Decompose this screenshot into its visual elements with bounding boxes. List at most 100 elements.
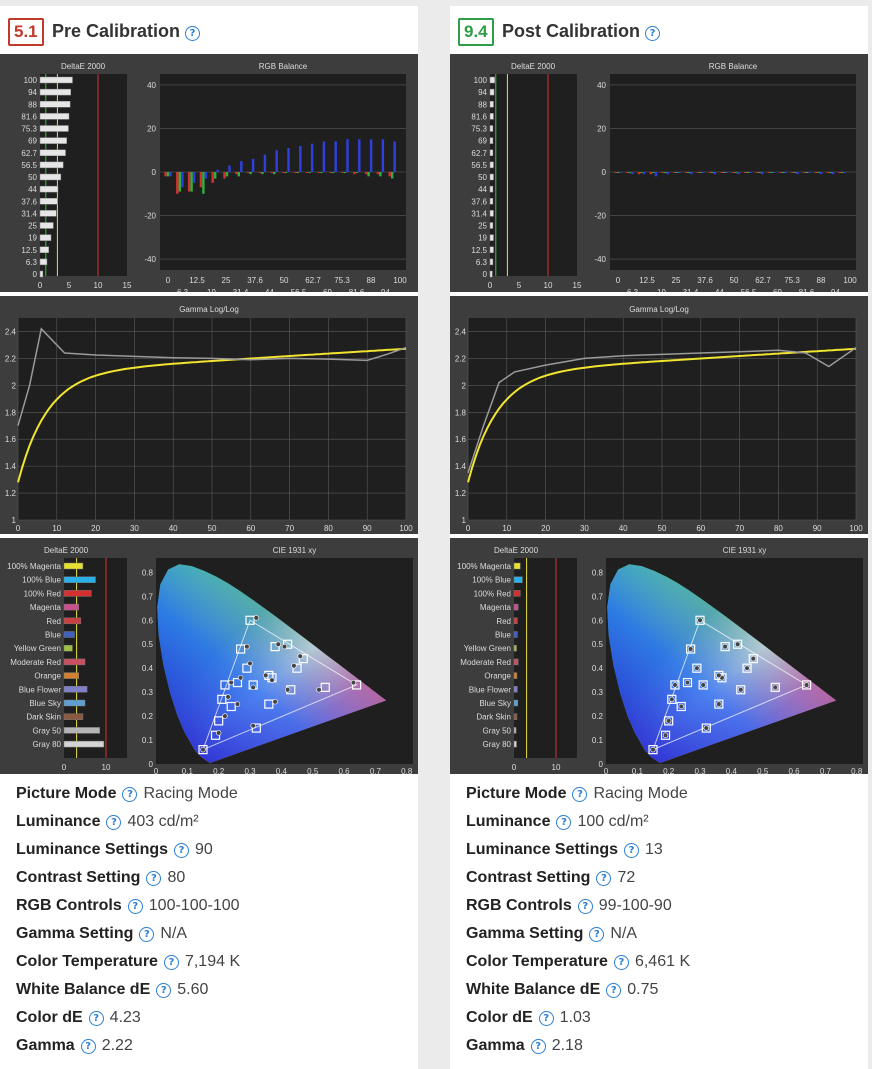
rgb-bar-blue: [192, 172, 196, 183]
help-icon[interactable]: ?: [88, 1011, 104, 1026]
help-icon[interactable]: ?: [127, 899, 143, 914]
help-icon[interactable]: ?: [556, 815, 572, 830]
cie-target-square: [320, 682, 330, 692]
cie-x-tick: 0.6: [788, 767, 800, 774]
help-icon[interactable]: ?: [572, 787, 588, 802]
spec-label: Gamma Setting: [16, 925, 134, 942]
deltae-rgb-panel: DeltaE 2000 100 94 88 81.6 75.3 69 62.7 56.5 50 44…: [450, 54, 868, 292]
deltae-bar: [489, 185, 494, 193]
help-icon[interactable]: ?: [624, 843, 640, 858]
rgb-bar-red: [685, 172, 688, 173]
spec-value: 4.23: [109, 1009, 141, 1026]
rgb-bar-blue: [181, 172, 184, 188]
gamma-x-tick: 70: [735, 524, 744, 533]
column-title: Post Calibration ?: [502, 18, 661, 42]
color-deltae-bar: [513, 686, 518, 693]
color-patch-label: 100% Red: [24, 589, 61, 598]
rgb-bar-red: [779, 172, 782, 173]
help-icon[interactable]: ?: [185, 26, 201, 41]
rgb-bar-green: [249, 172, 252, 175]
cie-measured-point: [250, 722, 256, 729]
help-icon[interactable]: ?: [106, 815, 122, 830]
color-patch-label: Blue Flower: [469, 685, 512, 694]
help-icon[interactable]: ?: [174, 843, 190, 858]
rgb-bar-red: [626, 172, 629, 173]
rgb-y-tick: 20: [147, 124, 156, 133]
rgb-bar-red: [282, 172, 285, 173]
help-icon[interactable]: ?: [156, 983, 172, 998]
deltae-tick-label: 94: [478, 88, 487, 97]
spec-value: 13: [645, 841, 663, 858]
color-deltae-bar: [63, 644, 73, 652]
cie-x-tick: 0.5: [757, 767, 769, 774]
gamma-x-tick: 50: [658, 524, 667, 533]
cie-measured-point: [291, 663, 297, 669]
rgb-x-tick: 75.3: [334, 276, 350, 285]
help-icon[interactable]: ?: [645, 26, 661, 41]
rgb-y-tick: -40: [594, 255, 606, 264]
cie-measured-point: [200, 746, 206, 753]
help-icon[interactable]: ?: [163, 955, 179, 970]
rgb-bar-blue: [287, 148, 290, 172]
color-patch-label: Moderate Red: [460, 658, 511, 667]
cie-measured-point: [803, 682, 810, 688]
rgb-bar-green: [166, 172, 170, 177]
gamma-panel: Gamma Log/Log 2.4 2.2 2 1.8 1.6 1.4 1.2 1 0 10 20 30…: [0, 296, 418, 534]
deltae-x-tick: 15: [123, 281, 132, 290]
cie-measured-point: [275, 641, 281, 647]
help-icon[interactable]: ?: [606, 983, 622, 998]
color-deltae-bar: [63, 713, 84, 720]
rgb-x-tick-lower: 69: [773, 288, 782, 292]
spec-row: RGB Controls? 100-100-100: [16, 892, 240, 920]
deltae-bar: [39, 185, 59, 193]
rgb-x-tick: 100: [393, 276, 407, 285]
help-icon[interactable]: ?: [122, 787, 138, 802]
deltae-bar: [39, 222, 54, 229]
help-icon[interactable]: ?: [589, 927, 605, 942]
help-icon[interactable]: ?: [80, 1039, 96, 1054]
cie-measured-point: [234, 701, 241, 707]
cie-y-tick: 0.3: [142, 688, 154, 697]
cie-measured-point: [703, 725, 709, 731]
spec-label: Picture Mode: [466, 785, 567, 802]
deltae-chart-title: DeltaE 2000: [61, 62, 106, 71]
cie-measured-point: [772, 684, 778, 691]
rgb-bar-red: [176, 172, 179, 194]
help-icon[interactable]: ?: [596, 871, 612, 886]
help-icon[interactable]: ?: [577, 899, 593, 914]
cie-measured-point: [716, 672, 722, 679]
cie-target-square: [714, 699, 724, 709]
color-patch-label: Red: [46, 617, 61, 626]
help-icon[interactable]: ?: [538, 1011, 554, 1026]
cie-x-tick: 0.5: [307, 767, 319, 774]
help-icon[interactable]: ?: [146, 871, 162, 886]
rgb-bar-green: [770, 172, 773, 173]
spec-value: 2.18: [551, 1037, 583, 1054]
help-icon[interactable]: ?: [139, 927, 155, 942]
spec-label: Color dE: [466, 1009, 533, 1026]
cie-measured-point: [697, 617, 703, 623]
spec-label: Color dE: [16, 1009, 83, 1026]
help-icon[interactable]: ?: [613, 955, 629, 970]
deltae-tick-label: 100: [24, 76, 38, 85]
rgb-y-tick: 40: [147, 81, 156, 90]
cie-target-square: [245, 615, 255, 625]
spec-label: White Balance dE: [16, 981, 151, 998]
color-patch-label: Dark Skin: [26, 713, 61, 722]
rgb-bar-blue: [749, 172, 752, 173]
rgb-bar-green: [829, 172, 832, 173]
cie-y-tick: 0.4: [142, 664, 154, 673]
color-patch-label: Magenta: [30, 603, 62, 612]
cie-measured-point: [700, 682, 706, 688]
deltae-bar: [489, 76, 495, 84]
cie-horseshoe-overlay: [157, 564, 387, 763]
gamma-measured-curve: [467, 346, 857, 474]
deltae-tick-label: 31.4: [21, 209, 37, 218]
rgb-x-tick: 88: [367, 276, 376, 285]
rgb-bar-red: [826, 172, 830, 173]
help-icon[interactable]: ?: [530, 1039, 546, 1054]
cie-y-tick: 0.4: [592, 664, 604, 673]
rgb-bar-blue: [346, 139, 349, 172]
gamma-x-tick: 20: [541, 524, 550, 533]
deltae-tick-label: 25: [478, 222, 487, 231]
